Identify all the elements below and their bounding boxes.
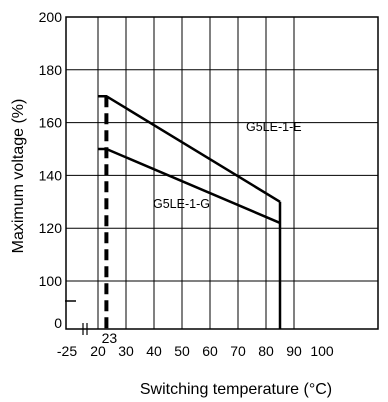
y-tick-label: 180	[39, 62, 63, 78]
series-label-g5le-1-g: G5LE-1-G	[153, 197, 210, 211]
y-tick-label: 140	[39, 167, 63, 183]
series-line-g5le-1-g	[98, 147, 281, 225]
x-tick-label: 50	[174, 343, 190, 359]
x-tick-label: 90	[286, 343, 302, 359]
y-tick-labels: 0 100 120 140 160 180 200	[39, 9, 63, 331]
x-marker-label: 23	[102, 330, 118, 346]
x-tick-label: 60	[202, 343, 218, 359]
axis-breaks	[65, 300, 90, 335]
x-tick-labels: -25 20 30 40 50 60 70 80 90 100 23	[57, 330, 334, 359]
series-line-g5le-1-e	[98, 94, 281, 203]
y-tick-label: 100	[39, 273, 63, 289]
y-tick-label: 120	[39, 220, 63, 236]
y-tick-label: 0	[54, 315, 62, 331]
x-tick-label: 40	[146, 343, 162, 359]
y-axis-label: Maximum voltage (%)	[10, 99, 27, 254]
grid	[66, 17, 378, 329]
series-label-g5le-1-e: G5LE-1-E	[246, 120, 302, 134]
plot-frame	[65, 16, 379, 330]
plot-border	[65, 16, 379, 330]
boundary-lines	[104, 96, 282, 329]
y-tick-label: 160	[39, 115, 63, 131]
x-tick-label: 70	[230, 343, 246, 359]
series-labels: G5LE-1-E G5LE-1-G	[153, 120, 302, 211]
x-tick-label: 80	[258, 343, 274, 359]
y-tick-label: 200	[39, 9, 63, 25]
x-tick-label: -25	[57, 343, 77, 359]
x-axis-label: Switching temperature (°C)	[140, 381, 332, 398]
x-tick-label: 20	[90, 343, 106, 359]
x-tick-label: 30	[118, 343, 134, 359]
x-tick-label: 100	[310, 343, 334, 359]
series-lines	[98, 94, 281, 225]
